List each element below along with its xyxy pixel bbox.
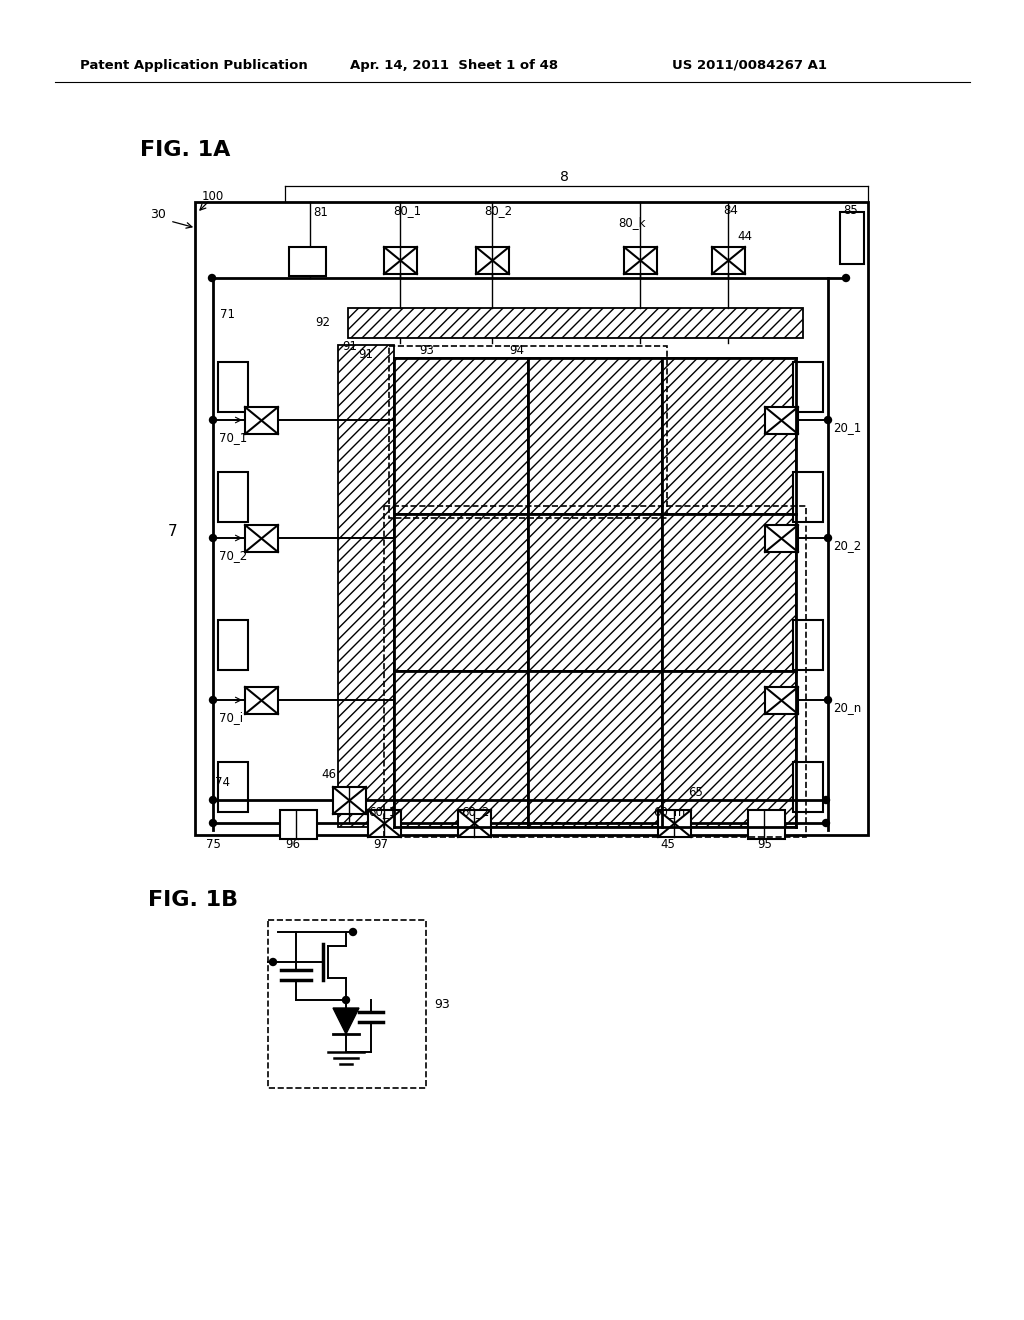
Text: 81: 81 bbox=[313, 206, 328, 219]
Polygon shape bbox=[333, 1008, 359, 1034]
Circle shape bbox=[824, 697, 831, 704]
Text: 20_1: 20_1 bbox=[833, 421, 861, 434]
Circle shape bbox=[843, 275, 850, 281]
Text: 91: 91 bbox=[358, 348, 374, 362]
Text: 20_2: 20_2 bbox=[833, 540, 861, 553]
Bar bbox=[793, 362, 823, 412]
Text: 92: 92 bbox=[315, 317, 330, 330]
Bar bbox=[476, 247, 509, 275]
Text: 60_1: 60_1 bbox=[368, 805, 396, 818]
Circle shape bbox=[210, 697, 216, 704]
Text: 93: 93 bbox=[434, 998, 450, 1011]
Circle shape bbox=[822, 796, 829, 804]
Text: 80_2: 80_2 bbox=[484, 205, 512, 218]
Bar bbox=[765, 407, 798, 434]
Bar bbox=[333, 787, 366, 814]
Text: 45: 45 bbox=[660, 838, 676, 851]
Bar bbox=[245, 407, 278, 434]
Bar bbox=[218, 762, 248, 812]
Bar bbox=[280, 810, 317, 840]
Bar bbox=[793, 473, 823, 521]
Text: 96: 96 bbox=[286, 838, 300, 851]
Bar bbox=[624, 247, 657, 275]
Bar bbox=[793, 620, 823, 671]
Bar bbox=[394, 671, 528, 828]
Bar bbox=[389, 346, 667, 519]
Bar bbox=[662, 358, 796, 515]
Circle shape bbox=[210, 820, 216, 826]
Bar bbox=[712, 247, 745, 275]
Bar bbox=[368, 810, 401, 837]
Bar bbox=[662, 515, 796, 671]
Bar bbox=[658, 810, 691, 837]
Bar bbox=[218, 620, 248, 671]
Text: 30: 30 bbox=[150, 207, 166, 220]
Text: 95: 95 bbox=[758, 838, 772, 851]
Circle shape bbox=[269, 958, 276, 965]
Bar bbox=[840, 213, 864, 264]
Text: 7: 7 bbox=[168, 524, 177, 540]
Text: US 2011/0084267 A1: US 2011/0084267 A1 bbox=[672, 58, 827, 71]
Bar bbox=[662, 671, 796, 828]
Circle shape bbox=[822, 820, 829, 826]
Bar bbox=[765, 525, 798, 552]
Text: 84: 84 bbox=[723, 205, 738, 218]
Circle shape bbox=[342, 997, 349, 1003]
Text: 94: 94 bbox=[509, 343, 524, 356]
Text: 60_m: 60_m bbox=[653, 805, 685, 818]
Bar bbox=[528, 671, 662, 828]
Bar bbox=[394, 515, 528, 671]
Bar bbox=[338, 345, 394, 828]
Bar bbox=[394, 358, 528, 515]
Circle shape bbox=[824, 417, 831, 424]
Bar bbox=[245, 686, 278, 714]
Circle shape bbox=[210, 796, 216, 804]
Circle shape bbox=[210, 417, 216, 424]
Bar bbox=[348, 308, 803, 338]
Circle shape bbox=[209, 275, 215, 281]
Text: 70_2: 70_2 bbox=[219, 549, 247, 562]
Bar bbox=[195, 202, 868, 836]
Bar bbox=[528, 358, 662, 515]
Bar bbox=[218, 362, 248, 412]
Text: FIG. 1B: FIG. 1B bbox=[148, 890, 239, 909]
Bar bbox=[793, 762, 823, 812]
Text: 100: 100 bbox=[202, 190, 224, 202]
Bar bbox=[765, 686, 798, 714]
Circle shape bbox=[824, 535, 831, 541]
Text: 71: 71 bbox=[220, 309, 234, 322]
Circle shape bbox=[349, 928, 356, 936]
Text: 8: 8 bbox=[560, 170, 569, 183]
Text: 60_2: 60_2 bbox=[461, 805, 489, 818]
Circle shape bbox=[210, 535, 216, 541]
Bar bbox=[384, 507, 806, 837]
Text: 70_i: 70_i bbox=[219, 711, 243, 725]
Bar bbox=[748, 810, 785, 840]
Text: 75: 75 bbox=[206, 838, 220, 851]
Text: 44: 44 bbox=[737, 231, 752, 243]
Text: 97: 97 bbox=[374, 838, 388, 851]
Bar bbox=[528, 515, 662, 671]
Text: 91: 91 bbox=[342, 341, 357, 354]
Text: Apr. 14, 2011  Sheet 1 of 48: Apr. 14, 2011 Sheet 1 of 48 bbox=[350, 58, 558, 71]
Bar bbox=[245, 525, 278, 552]
Bar bbox=[384, 247, 417, 275]
Text: 80_1: 80_1 bbox=[393, 205, 421, 218]
Text: 70_1: 70_1 bbox=[219, 432, 247, 445]
Bar bbox=[458, 810, 490, 837]
Text: 93: 93 bbox=[419, 343, 434, 356]
Text: Patent Application Publication: Patent Application Publication bbox=[80, 58, 308, 71]
Text: 80_k: 80_k bbox=[618, 216, 645, 230]
Bar bbox=[268, 920, 426, 1088]
Text: 65: 65 bbox=[688, 785, 702, 799]
Text: 74: 74 bbox=[215, 776, 230, 788]
Text: 46: 46 bbox=[321, 768, 336, 781]
Text: 85: 85 bbox=[843, 205, 858, 218]
Text: 20_n: 20_n bbox=[833, 701, 861, 714]
Bar bbox=[218, 473, 248, 521]
Bar bbox=[289, 247, 326, 276]
Text: FIG. 1A: FIG. 1A bbox=[140, 140, 230, 160]
